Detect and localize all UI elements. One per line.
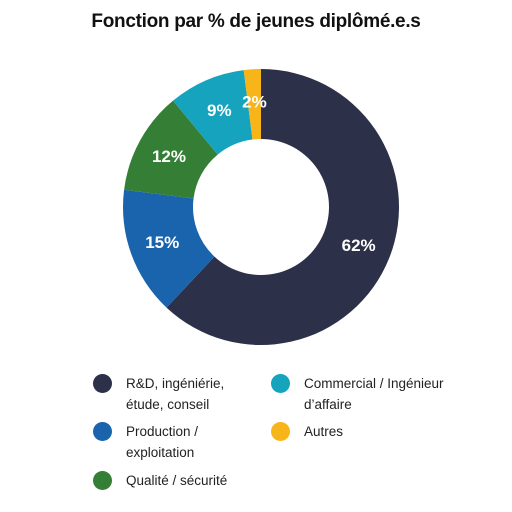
legend-label: Production / exploitation (126, 424, 199, 460)
slice-label-autres: 2% (242, 93, 267, 112)
slice-label-r-d-ingenierie-etude-conseil: 62% (342, 236, 376, 255)
legend-label: Qualité / sécurité (126, 473, 228, 488)
donut-slice-autres (243, 69, 261, 140)
donut-slice-r-d-ingenierie-etude-conseil (166, 69, 399, 345)
legend-item-autres: Autres (271, 421, 454, 442)
chart-title: Fonction par % de jeunes diplômé.e.s (91, 11, 421, 32)
legend-swatch (93, 374, 112, 393)
donut-slice-qualite-securite (124, 100, 218, 199)
slice-label-qualite-securite: 12% (152, 147, 186, 166)
donut-slice-production-exploitation (123, 189, 215, 308)
legend-item-r-d-ingenierie-etude-conseil: R&D, ingéniérie, étude, conseil (93, 373, 276, 415)
legend-item-qualite-securite: Qualité / sécurité (93, 470, 276, 491)
legend-item-production-exploitation: Production / exploitation (93, 421, 276, 463)
slice-label-production-exploitation: 15% (145, 233, 179, 252)
legend-swatch (271, 422, 290, 441)
legend-swatch (93, 422, 112, 441)
donut-slice-commercial-ingenieur-d-affaire (173, 70, 253, 155)
slice-label-commercial-ingenieur-d-affaire: 9% (207, 101, 232, 120)
legend-label: Autres (304, 424, 344, 439)
legend-label: R&D, ingéniérie, étude, conseil (126, 376, 225, 412)
legend-swatch (93, 471, 112, 490)
legend-label: Commercial / Ingénieur d’affaire (304, 376, 444, 412)
legend-swatch (271, 374, 290, 393)
legend-item-commercial-ingenieur-d-affaire: Commercial / Ingénieur d’affaire (271, 373, 454, 415)
